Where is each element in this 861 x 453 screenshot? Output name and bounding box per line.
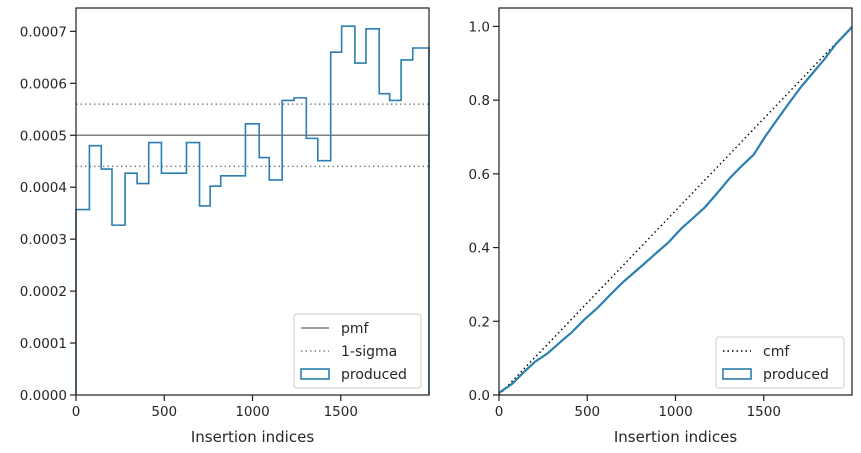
y-tick-label: 0.0004 [20,180,67,196]
x-tick-label: 1000 [658,404,692,420]
legend-one-sigma-label: 1-sigma [341,344,397,360]
left-legend: pmf 1-sigma produced [293,313,422,389]
x-tick-label: 1500 [747,404,781,420]
right-chart-panel: 0 500 1000 1500 0.0 0.2 0.4 0.6 0.8 1.0 Insertio… [469,7,853,446]
y-tick-label: 0.6 [469,167,490,183]
x-tick-label: 500 [151,404,177,420]
y-tick-label: 0.0006 [20,76,67,92]
x-tick-label: 500 [574,404,600,420]
y-tick-label: 0.0 [469,388,490,404]
left-chart-panel: 0 500 1000 1500 0.00000.00010.00020.00030.0… [20,7,430,446]
left-y-axis-ticks: 0.0000 0.0001 0.0002 0.0003 0.0004 0.0005 0.00… [20,24,76,404]
x-tick-label: 0 [72,404,81,420]
y-tick-label: 0.0000 [20,388,67,404]
legend-pmf-label: pmf [341,321,370,337]
x-tick-label: 1500 [324,404,358,420]
left-plot-area [75,25,430,395]
produced-cumulative-line [498,26,853,394]
y-tick-label: 0.4 [469,241,490,257]
legend-box [715,336,845,389]
y-tick-label: 0.0002 [20,284,67,300]
y-tick-label: 0.2 [469,314,490,330]
right-plot-area [498,25,853,396]
y-tick-label: 0.0003 [20,232,67,248]
legend-produced-label: produced [763,367,829,383]
produced-step-series [75,25,430,395]
right-y-axis-ticks: 0.0 0.2 0.4 0.6 0.8 1.0 [469,19,499,404]
x-tick-label: 0 [495,404,504,420]
right-x-axis-ticks: 0 500 1000 1500 [495,395,781,420]
y-tick-label: 0.0007 [20,24,67,40]
left-x-axis-ticks: 0 500 1000 1500 [72,395,358,420]
y-tick-label: 0.0001 [20,336,67,352]
legend-produced-label: produced [341,367,407,383]
right-legend: cmf produced [715,336,845,389]
legend-cmf-label: cmf [763,344,790,360]
y-tick-label: 0.8 [469,93,490,109]
left-x-axis-label: Insertion indices [191,428,314,446]
y-tick-label: 1.0 [469,19,490,35]
y-tick-label: 0.0005 [20,128,67,144]
legend-produced-swatch [300,368,330,380]
right-x-axis-label: Insertion indices [614,428,737,446]
legend-produced-swatch [722,368,752,380]
x-tick-label: 1000 [235,404,269,420]
